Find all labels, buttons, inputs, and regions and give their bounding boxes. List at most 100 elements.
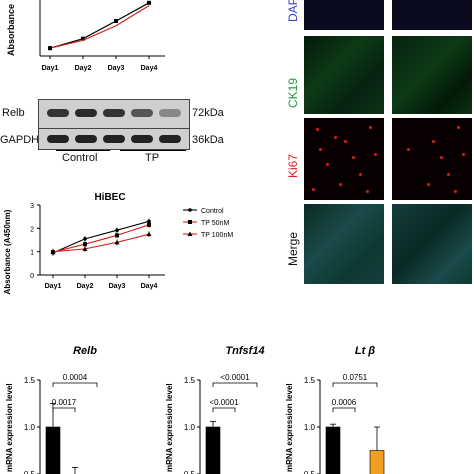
top-xtick: Day4 xyxy=(141,65,158,72)
label-ki67: Ki67 xyxy=(286,153,300,178)
wb-group-tp: TP xyxy=(145,152,160,164)
bar-ytick: 1.5 xyxy=(304,376,316,385)
top-point xyxy=(147,0,151,5)
label-merge: Merge xyxy=(286,231,300,266)
ki67-positive-nucleus xyxy=(344,140,347,143)
top-growth-chart: Absorbance Day1 Day2 Day3 Day4 xyxy=(6,0,165,72)
hibec-point xyxy=(115,233,119,238)
significance-bracket xyxy=(212,382,258,387)
ki67-positive-nucleus xyxy=(462,153,465,156)
micro-dapi-control xyxy=(304,0,384,30)
top-point xyxy=(81,36,85,41)
ki67-positive-nucleus xyxy=(366,190,369,193)
ki67-positive-nucleus xyxy=(454,190,457,193)
ki67-positive-nucleus xyxy=(427,183,430,186)
bar-ytick: 1.0 xyxy=(184,423,196,432)
ki67-positive-nucleus xyxy=(457,126,460,129)
hibec-series-line xyxy=(52,220,150,254)
ki67-positive-nucleus xyxy=(319,148,322,151)
top-chart-ylabel: Absorbance xyxy=(6,4,16,56)
top-point xyxy=(48,46,52,51)
hibec-point xyxy=(146,231,152,237)
hibec-title: HiBEC xyxy=(94,192,125,203)
bar-ytick: 1.5 xyxy=(24,376,36,385)
wb-group-line-control xyxy=(56,150,110,151)
wb-size-relb: 72kDa xyxy=(192,107,224,119)
hibec-ytick: 1 xyxy=(30,250,34,257)
ki67-positive-nucleus xyxy=(407,148,410,151)
significance-pvalue: 0.0017 xyxy=(52,398,77,407)
bar xyxy=(45,426,61,474)
bar-ylabel: mRNA expression level xyxy=(5,383,14,472)
significance-bracket xyxy=(212,407,236,412)
ki67-positive-nucleus xyxy=(312,188,315,191)
bar-chart-tnfsf14: Tnfsf14 mRNA expression level 0.5 1.0 1.5 <0.… xyxy=(165,345,265,474)
significance-pvalue: <0.0001 xyxy=(220,373,250,382)
hibec-series-line xyxy=(52,224,150,253)
micro-row-merge xyxy=(304,204,474,284)
hibec-legend-label: TP 50nM xyxy=(201,220,229,227)
hibec-point xyxy=(187,231,193,236)
bar-ytick: 1.0 xyxy=(24,423,36,432)
bar xyxy=(369,450,385,474)
bar-ytick: 0.5 xyxy=(304,470,316,474)
ki67-positive-nucleus xyxy=(339,183,342,186)
hibec-point xyxy=(114,239,120,245)
ki67-positive-nucleus xyxy=(316,128,319,131)
top-xtick: Day1 xyxy=(42,65,59,72)
micro-row-dapi xyxy=(304,0,474,30)
label-ck19: CK19 xyxy=(286,77,300,108)
hibec-point xyxy=(147,222,151,227)
significance-bracket xyxy=(52,382,98,387)
ki67-positive-nucleus xyxy=(359,173,362,176)
micro-row-ck19 xyxy=(304,36,474,114)
hibec-ytick: 2 xyxy=(30,226,34,233)
top-point xyxy=(114,19,118,23)
top-series-line xyxy=(49,5,150,49)
significance-pvalue: <0.0001 xyxy=(209,398,239,407)
wb-group-line-tp xyxy=(120,150,186,151)
wb-blot-gapdh xyxy=(38,128,190,150)
ki67-positive-nucleus xyxy=(374,153,377,156)
ki67-positive-nucleus xyxy=(352,156,355,159)
wb-blot-relb xyxy=(38,99,190,129)
ki67-positive-nucleus xyxy=(432,140,435,143)
significance-bracket xyxy=(332,382,378,387)
top-series-line xyxy=(49,2,150,49)
bar-chart-title: Lt β xyxy=(355,345,375,357)
bar-ytick: 1.0 xyxy=(304,423,316,432)
micro-merge-control xyxy=(304,204,384,284)
significance-bracket xyxy=(52,407,76,412)
bar-chart-title: Tnfsf14 xyxy=(225,345,264,357)
bar-ytick: 1.5 xyxy=(184,376,196,385)
hibec-point xyxy=(50,249,56,254)
micro-ki67-tp xyxy=(392,118,472,200)
hibec-legend-label: TP 100nM xyxy=(201,232,233,239)
bar-chart-relb: Relb mRNA expression level 0.5 1.0 1.5 0.0017… xyxy=(5,345,98,474)
micro-dapi-tp xyxy=(392,0,472,30)
hibec-ytick: 0 xyxy=(30,273,34,280)
bar xyxy=(325,426,341,474)
wb-size-gapdh: 36kDa xyxy=(192,134,224,146)
hibec-point xyxy=(115,228,119,232)
hibec-point xyxy=(83,237,87,241)
wb-row-label-gapdh: GAPDH xyxy=(0,134,40,146)
bar-ytick: 0.5 xyxy=(184,470,196,474)
qpcr-bar-charts: Relb mRNA expression level 0.5 1.0 1.5 0.0017… xyxy=(5,345,385,474)
hibec-ylabel: Absorbance (A450nm) xyxy=(3,209,12,294)
ki67-positive-nucleus xyxy=(334,136,337,139)
micro-ck19-control xyxy=(304,36,384,114)
ki67-positive-nucleus xyxy=(447,173,450,176)
micro-row-ki67 xyxy=(304,118,474,200)
bar-ytick: 0.5 xyxy=(24,470,36,474)
top-xtick: Day2 xyxy=(75,65,92,72)
ki67-positive-nucleus xyxy=(369,126,372,129)
significance-pvalue: 0.0751 xyxy=(343,373,368,382)
wb-group-control: Control xyxy=(62,152,98,164)
ki67-positive-nucleus xyxy=(326,163,329,166)
micro-ki67-control xyxy=(304,118,384,200)
label-dapi: DAPI xyxy=(286,0,300,22)
significance-bracket xyxy=(332,407,356,412)
ki67-positive-nucleus xyxy=(440,156,443,159)
micro-merge-tp xyxy=(392,204,472,284)
